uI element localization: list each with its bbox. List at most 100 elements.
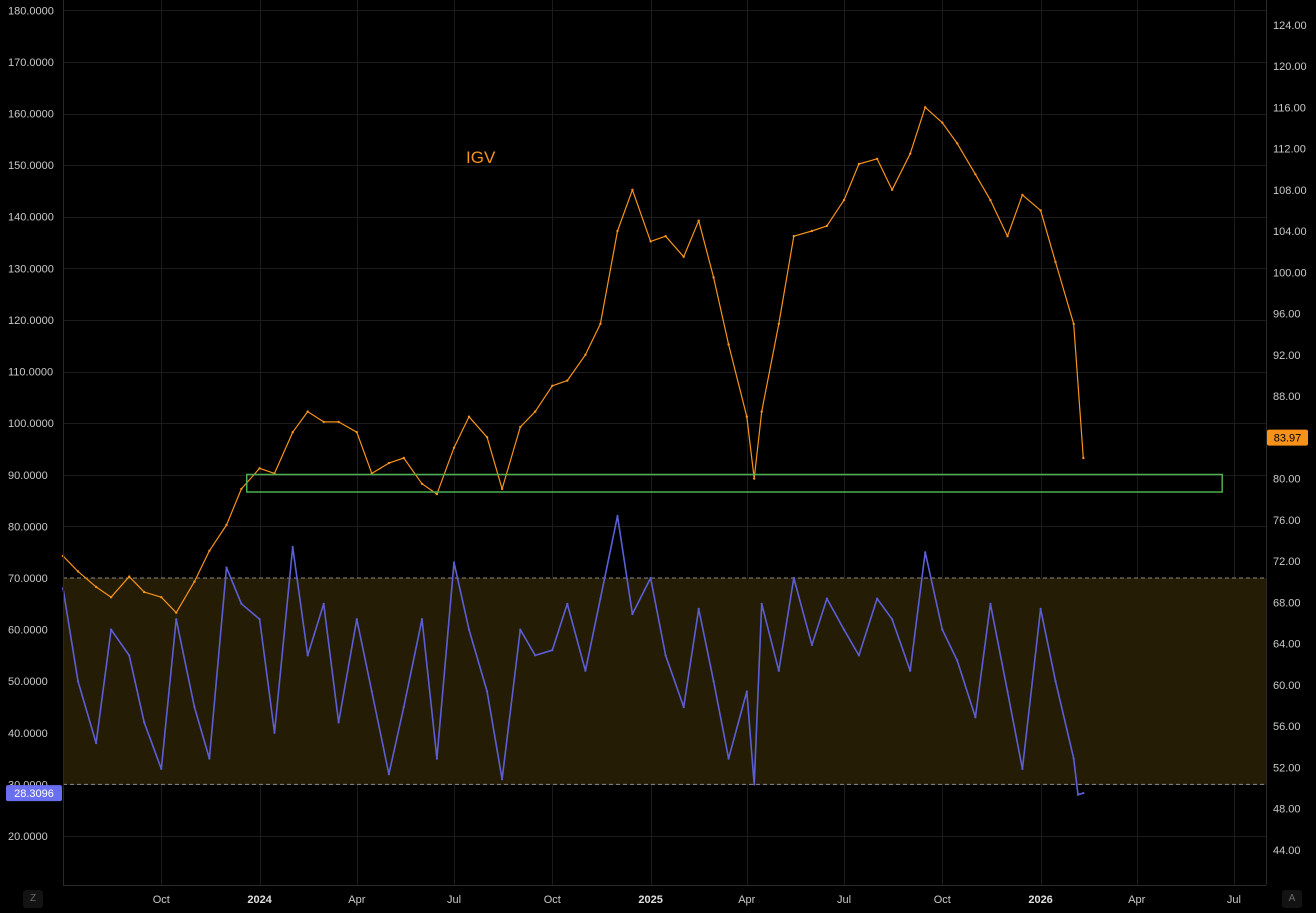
right-tick-label[interactable]: 64.00	[1273, 639, 1301, 651]
rsi-point	[1006, 690, 1009, 693]
left-tick-label[interactable]: 140.0000	[8, 212, 54, 224]
time-tick-label[interactable]: Apr	[1128, 894, 1145, 906]
time-axis-ticks[interactable]: Oct 2024 Apr Jul Oct 2025 Apr Jul Oct 2026 Apr Jul	[153, 894, 1241, 906]
right-tick-label[interactable]: 92.00	[1273, 350, 1301, 362]
right-tick-label[interactable]: 112.00	[1273, 144, 1306, 156]
time-tick-label[interactable]: 2026	[1028, 894, 1052, 906]
price-point	[291, 431, 294, 434]
rsi-series	[61, 514, 1085, 796]
time-tick-label[interactable]: Oct	[544, 894, 561, 906]
left-tick-label[interactable]: 40.0000	[8, 728, 48, 740]
time-tick-label[interactable]: Oct	[153, 894, 170, 906]
price-point	[128, 575, 131, 578]
auto-scale-button[interactable]: A	[1282, 890, 1302, 908]
price-point	[420, 482, 424, 485]
price-point	[225, 523, 228, 527]
time-tick-label[interactable]: 2025	[638, 894, 662, 906]
right-axis-ticks[interactable]: 124.00 120.00 116.00 112.00 108.00 104.00 100.…	[1273, 20, 1307, 857]
rsi-point	[924, 551, 927, 554]
price-point	[143, 590, 146, 594]
rsi-point	[225, 566, 228, 569]
right-tick-label[interactable]: 44.00	[1273, 845, 1301, 857]
price-point	[109, 596, 113, 599]
time-tick-label[interactable]: Apr	[348, 894, 365, 906]
price-point	[875, 157, 879, 160]
rsi-point	[1072, 757, 1075, 760]
price-point	[842, 198, 846, 202]
price-point	[402, 456, 405, 460]
rsi-point	[322, 602, 325, 605]
rsi-point	[599, 597, 602, 600]
price-point	[664, 235, 667, 238]
price-point	[175, 611, 178, 614]
left-tick-label[interactable]: 170.0000	[8, 57, 54, 69]
left-tick-label[interactable]: 20.0000	[8, 831, 48, 843]
right-tick-label[interactable]: 124.00	[1273, 20, 1307, 32]
rsi-point	[110, 628, 113, 631]
time-tick-label[interactable]: Jul	[837, 894, 851, 906]
rsi-point	[989, 602, 992, 605]
axes	[63, 0, 1267, 886]
time-tick-label[interactable]: 2024	[247, 894, 272, 906]
right-tick-label[interactable]: 48.00	[1273, 804, 1301, 816]
right-tick-label[interactable]: 72.00	[1273, 556, 1301, 568]
left-tick-label[interactable]: 110.0000	[8, 367, 53, 379]
price-point	[258, 467, 261, 470]
rsi-point	[387, 773, 390, 776]
price-point	[1082, 456, 1085, 460]
price-point	[94, 585, 98, 589]
rsi-point	[306, 654, 309, 657]
right-tick-label[interactable]: 104.00	[1273, 226, 1307, 238]
rsi-point	[420, 618, 424, 621]
time-tick-label[interactable]: Apr	[738, 894, 755, 906]
right-tick-label[interactable]: 76.00	[1273, 515, 1301, 527]
left-tick-label[interactable]: 60.0000	[8, 625, 48, 637]
chart-title: IGV	[466, 148, 496, 167]
left-tick-label[interactable]: 130.0000	[8, 263, 54, 275]
right-tick-label[interactable]: 116.00	[1273, 102, 1306, 114]
left-tick-label[interactable]: 50.0000	[8, 676, 48, 688]
price-point	[1072, 322, 1075, 326]
right-tick-label[interactable]: 56.00	[1273, 721, 1301, 733]
rsi-point	[551, 649, 554, 652]
time-tick-label[interactable]: Oct	[934, 894, 951, 906]
rsi-point	[682, 705, 685, 709]
left-axis-ticks[interactable]: 180.0000 170.0000 160.0000 150.0000 140.0000…	[8, 5, 54, 843]
price-point	[616, 229, 619, 233]
rsi-point	[745, 690, 748, 693]
rsi-point	[941, 628, 944, 631]
price-point	[753, 477, 756, 480]
time-tick-label[interactable]: Jul	[447, 894, 461, 906]
right-tick-label[interactable]: 52.00	[1273, 762, 1301, 774]
right-tick-label[interactable]: 88.00	[1273, 391, 1301, 403]
left-tick-label[interactable]: 160.0000	[8, 109, 54, 121]
price-badge-bg	[1267, 429, 1308, 446]
rsi-point	[777, 669, 780, 672]
left-tick-label[interactable]: 120.0000	[8, 315, 54, 327]
zoom-reset-button[interactable]: Z	[23, 890, 43, 908]
right-tick-label[interactable]: 120.00	[1273, 61, 1307, 73]
left-tick-label[interactable]: 90.0000	[8, 470, 48, 482]
left-tick-label[interactable]: 150.0000	[8, 160, 54, 172]
rsi-point	[486, 690, 489, 693]
rsi-point	[1021, 767, 1024, 771]
left-tick-label[interactable]: 180.0000	[8, 5, 54, 17]
right-tick-label[interactable]: 60.00	[1273, 680, 1301, 692]
support-zone-box[interactable]	[246, 473, 1223, 493]
time-tick-label[interactable]: Jul	[1227, 894, 1241, 906]
right-tick-label[interactable]: 108.00	[1273, 185, 1307, 197]
rsi-point	[467, 628, 471, 631]
price-point	[649, 240, 652, 243]
left-tick-label[interactable]: 80.0000	[8, 521, 48, 533]
right-tick-label[interactable]: 80.00	[1273, 474, 1301, 486]
right-tick-label[interactable]: 68.00	[1273, 597, 1301, 609]
rsi-badge-bg	[6, 785, 62, 802]
rsi-point	[697, 607, 700, 611]
left-tick-label[interactable]: 100.0000	[8, 418, 54, 430]
rsi-point	[291, 545, 294, 549]
rsi-point	[76, 680, 80, 683]
left-tick-label[interactable]: 70.0000	[8, 573, 48, 585]
right-tick-label[interactable]: 100.00	[1273, 267, 1307, 279]
right-tick-label[interactable]: 96.00	[1273, 309, 1301, 321]
